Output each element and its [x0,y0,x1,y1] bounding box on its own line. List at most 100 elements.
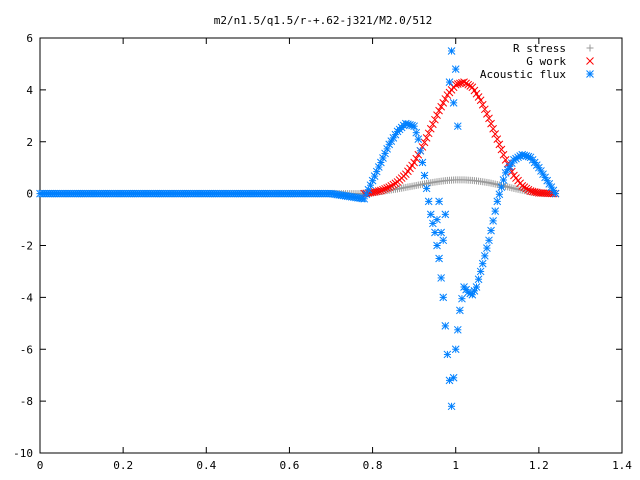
data-point [377,186,385,195]
data-point [483,244,491,252]
y-tick-label: -10 [13,447,33,460]
data-point [389,180,398,189]
data-point [456,79,464,88]
data-point [451,80,460,89]
data-point [449,98,458,107]
data-point [478,259,487,268]
data-point [379,185,387,194]
data-point [412,128,421,137]
y-tick-label: 0 [26,188,33,201]
legend-label: R stress [513,42,566,55]
data-point [453,122,462,131]
data-point [410,158,418,167]
data-point [431,115,439,124]
data-point [456,306,464,315]
data-point [449,373,458,382]
data-point [491,130,500,138]
data-point [485,236,493,245]
data-point [422,134,431,142]
data-point [499,176,508,184]
y-tick-label: 4 [26,84,33,97]
data-point [447,47,456,55]
data-point [522,184,531,193]
data-point [487,226,495,235]
data-point [435,197,443,206]
data-point [420,138,429,147]
x-tick-label: 0.2 [113,459,133,472]
data-point [433,215,441,224]
data-point [414,135,423,144]
data-point [426,210,435,219]
x-tick-label: 1.2 [529,459,549,472]
data-point [483,110,491,118]
legend-label: G work [526,55,566,68]
data-point [520,183,529,191]
series-acoustic-flux-outliers [433,47,462,245]
data-point [476,267,485,276]
x-tick-label: 1 [452,459,459,472]
data-point [441,210,450,219]
x-tick-label: 0.8 [363,459,383,472]
data-point [428,120,437,129]
data-point [433,111,441,120]
data-point [458,294,466,303]
data-point [478,100,487,109]
data-point [480,105,489,114]
data-point [374,187,383,195]
y-tick-label: 6 [26,32,33,45]
data-point [453,325,462,334]
data-point [474,275,483,284]
x-tick-label: 0.6 [279,459,299,472]
data-point [445,78,454,86]
series-acoustic-flux [36,119,560,411]
data-point [385,183,394,191]
plot-marks [36,47,560,411]
plot-border [39,37,623,454]
data-point [420,171,429,180]
data-point [435,106,443,115]
data-point [416,146,425,155]
data-point [495,140,504,149]
data-point [499,150,508,159]
data-point [489,124,497,133]
data-point [433,241,441,250]
y-tick-label: -6 [20,343,33,356]
data-point [437,102,446,111]
data-point [501,156,510,164]
y-tick-label: -2 [20,240,33,253]
data-point [551,189,560,198]
x-tick-label: 1.4 [612,459,632,472]
data-point [431,228,439,237]
data-point [418,158,427,167]
data-point [485,114,493,123]
data-point [451,65,460,73]
legend-marker [586,44,594,52]
data-point [381,184,389,193]
data-point [472,283,481,291]
legend-label: Acoustic flux [480,68,566,81]
data-point [387,181,396,190]
data-point [426,124,435,133]
data-point [441,322,450,330]
data-point [451,345,460,354]
data-point [424,197,433,206]
y-tick-label: 2 [26,136,33,149]
plot-axes: 0 0.2 0.4 0.6 0.8 1 1.2 1.4 -10 -8 -6 -4 -2 0 2 4 6 [13,32,632,472]
data-point [491,207,500,215]
legend-marker [586,57,594,65]
data-point [439,236,448,245]
data-point [437,228,446,237]
data-point [497,183,506,191]
data-point [447,402,456,411]
data-point [383,184,391,192]
data-point [489,217,497,225]
data-point [443,350,452,359]
data-point [412,154,421,163]
y-tick-label: -8 [20,395,33,408]
data-point [391,179,400,188]
legend-marker [586,70,594,78]
data-point [462,79,470,88]
x-tick-label: 0.4 [196,459,216,472]
data-point [497,145,506,154]
